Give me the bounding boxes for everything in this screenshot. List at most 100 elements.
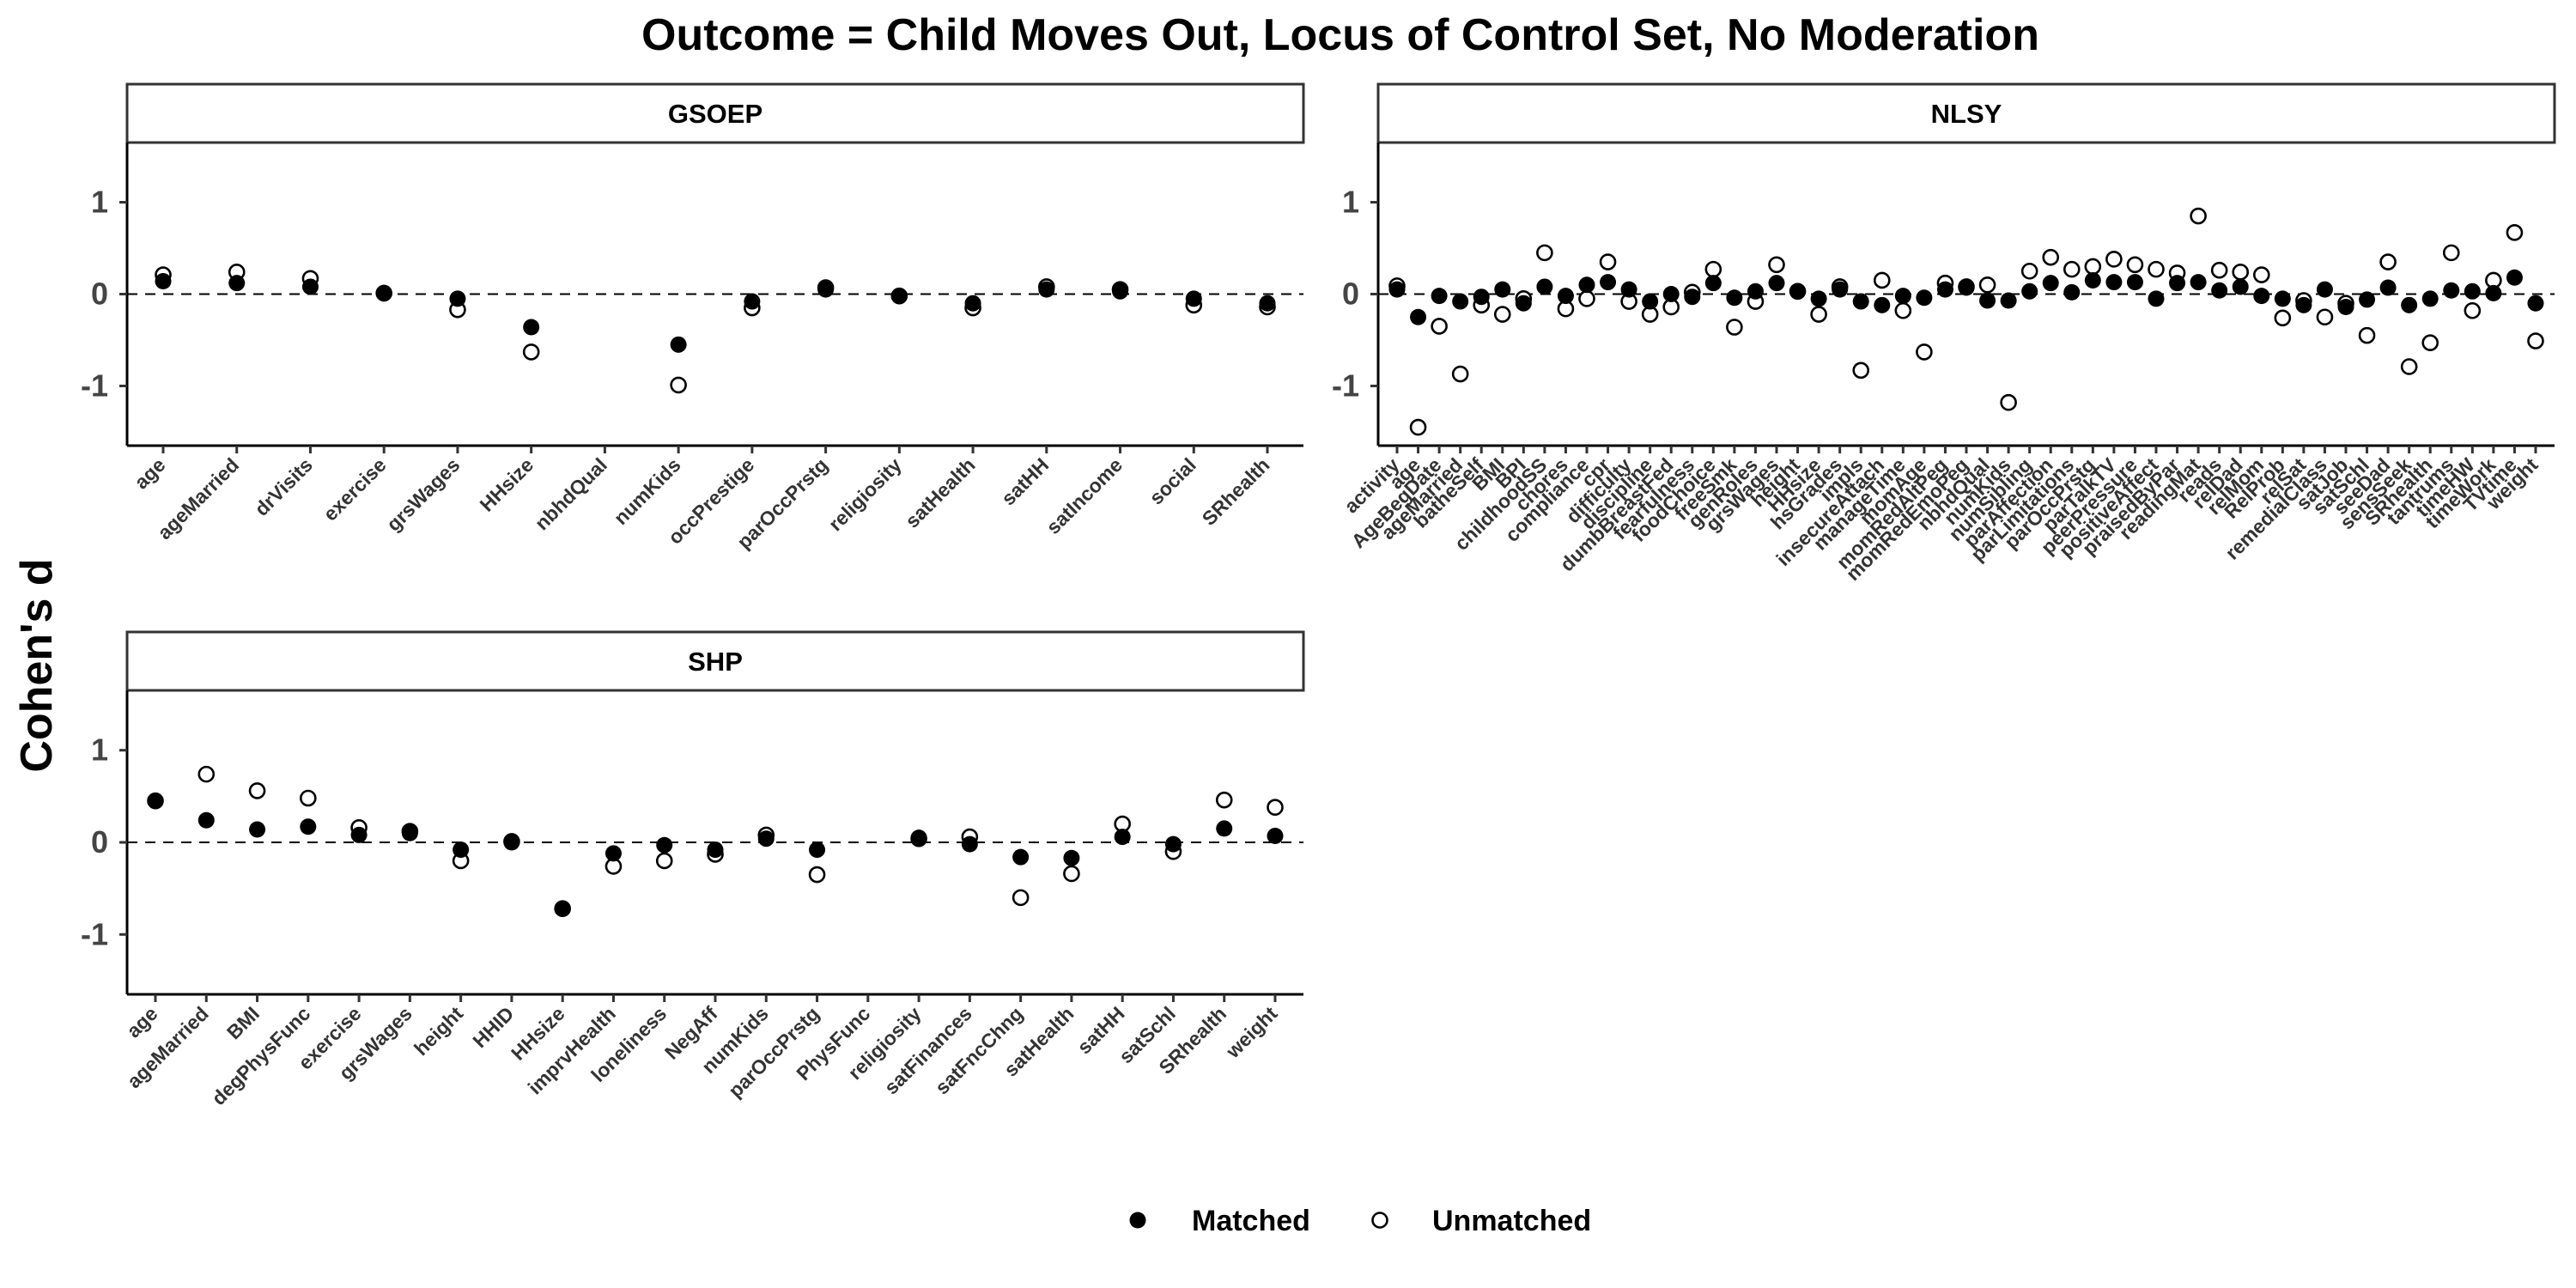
matched-point (757, 830, 775, 848)
unmatched-point (2442, 244, 2460, 262)
matched-point (961, 835, 978, 853)
matched-point (1747, 283, 1764, 300)
unmatched-point (1704, 260, 1722, 278)
unmatched-point (1599, 253, 1617, 270)
y-tick-label: -1 (81, 368, 108, 403)
matched-point (744, 293, 761, 310)
matched-point (2000, 292, 2017, 309)
legend-matched-marker (1129, 1212, 1146, 1229)
x-tick-label: HHsize (476, 453, 538, 516)
matched-point (2316, 281, 2333, 298)
matched-point (375, 284, 392, 301)
panel-strip-label: GSOEP (668, 99, 762, 129)
unmatched-point (2232, 264, 2250, 281)
x-tick-label: satHH (997, 453, 1053, 509)
matched-point (1810, 290, 1827, 307)
matched-point (1768, 275, 1785, 292)
x-tick-label: nbhdQual (531, 453, 611, 534)
unmatched-point (1267, 799, 1284, 817)
unmatched-point (2126, 256, 2144, 274)
unmatched-point (670, 376, 687, 394)
unmatched-point (2274, 309, 2292, 327)
unmatched-point (2020, 262, 2038, 280)
x-tick-label: exercise (319, 453, 391, 526)
matched-point (2190, 274, 2207, 291)
panel-strip (1376, 82, 2556, 144)
matched-point (2337, 298, 2354, 315)
matched-point (1063, 849, 1080, 866)
y-tick-label: 1 (1342, 185, 1359, 220)
matched-point (1578, 276, 1595, 294)
matched-point (1216, 820, 1233, 837)
legend-matched-label: Matched (1192, 1205, 1310, 1237)
y-tick-label: 0 (91, 824, 108, 860)
panel-strip (125, 630, 1305, 692)
unmatched-point (1431, 318, 1448, 335)
matched-point (1662, 286, 1680, 302)
matched-point (910, 829, 927, 847)
matched-point (2148, 290, 2165, 307)
matched-point (2021, 283, 2038, 300)
x-tick-label: SRhealth (1198, 453, 1274, 530)
unmatched-point (300, 789, 317, 807)
matched-point (1185, 290, 1202, 307)
matched-point (401, 824, 418, 841)
matched-point (300, 818, 317, 835)
matched-point (350, 826, 368, 843)
matched-point (2464, 283, 2481, 300)
matched-point (1452, 293, 1469, 310)
unmatched-point (248, 782, 266, 799)
unmatched-point (2506, 224, 2524, 241)
matched-point (1704, 275, 1722, 292)
matched-point (890, 288, 908, 305)
matched-point (1642, 293, 1659, 310)
unmatched-point (1451, 365, 1469, 383)
unmatched-point (1578, 290, 1595, 307)
x-tick-label: age (130, 453, 169, 493)
panel-strip (125, 82, 1305, 144)
y-tick-label: -1 (1332, 368, 1359, 403)
matched-point (1515, 295, 1532, 312)
x-tick-label: height (410, 1002, 467, 1060)
matched-point (809, 841, 826, 859)
y-tick-label: -1 (81, 916, 108, 951)
matched-point (656, 836, 673, 854)
matched-point (249, 821, 266, 838)
matched-point (155, 273, 172, 290)
matched-point (1388, 281, 1406, 298)
legend-unmatched-label: Unmatched (1432, 1205, 1591, 1237)
matched-point (1410, 308, 1427, 325)
matched-point (1112, 283, 1129, 300)
matched-point (2253, 288, 2270, 305)
x-tick-label: satHealth (901, 453, 980, 532)
matched-point (449, 290, 466, 307)
matched-point (2485, 284, 2502, 301)
unmatched-point (2358, 326, 2376, 344)
matched-point (523, 319, 540, 336)
x-tick-label: grsWages (382, 453, 465, 536)
unmatched-point (1493, 306, 1511, 323)
x-tick-label: BMI (222, 1002, 264, 1043)
matched-point (1916, 289, 1933, 307)
matched-point (2126, 274, 2143, 291)
unmatched-point (1916, 343, 1933, 361)
matched-point (1536, 278, 1553, 295)
matched-point (1958, 279, 1975, 296)
matched-point (503, 834, 520, 851)
matched-point (1684, 289, 1701, 306)
unmatched-point (2379, 253, 2397, 270)
panel-strip-label: SHP (688, 647, 743, 677)
unmatched-point (2421, 334, 2439, 351)
matched-point (2084, 271, 2101, 289)
chart-title: Outcome = Child Moves Out, Locus of Cont… (641, 10, 2039, 60)
unmatched-point (1873, 271, 1891, 289)
unmatched-point (1012, 889, 1030, 907)
unmatched-point (2527, 332, 2544, 349)
unmatched-point (197, 765, 216, 783)
matched-point (2169, 275, 2186, 292)
unmatched-point (655, 852, 673, 870)
unmatched-point (2105, 251, 2123, 268)
panel-nlsy: NLSY-101activityageAgeBegDateageMarriedb… (1332, 82, 2556, 585)
matched-point (228, 275, 246, 292)
